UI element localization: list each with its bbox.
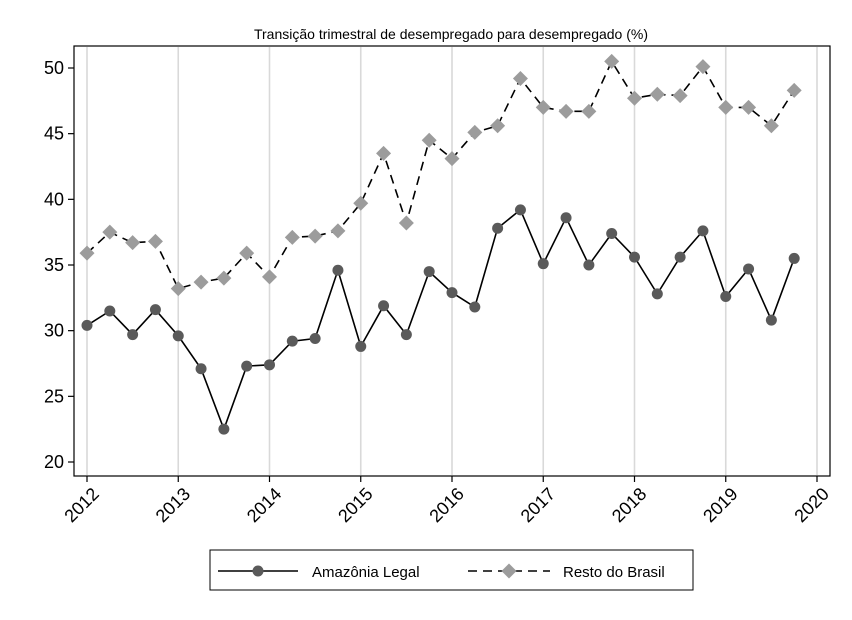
data-point bbox=[241, 360, 253, 372]
data-point bbox=[355, 340, 367, 352]
data-point bbox=[558, 103, 574, 119]
chart-title: Transição trimestral de desempregado par… bbox=[254, 26, 648, 42]
data-point bbox=[127, 329, 139, 341]
data-point bbox=[79, 245, 95, 261]
data-point bbox=[330, 223, 346, 239]
data-point bbox=[102, 224, 118, 240]
data-point bbox=[672, 88, 688, 104]
data-point bbox=[649, 86, 665, 102]
data-point bbox=[535, 99, 551, 115]
legend-label: Resto do Brasil bbox=[563, 564, 665, 581]
data-point bbox=[421, 132, 437, 148]
y-tick-label: 25 bbox=[44, 386, 64, 406]
series-amazonia-legal bbox=[81, 204, 800, 435]
data-point bbox=[467, 124, 483, 140]
grid-lines bbox=[86, 47, 818, 475]
data-point bbox=[512, 71, 528, 87]
data-point bbox=[788, 252, 800, 264]
y-tick-label: 20 bbox=[44, 452, 64, 472]
data-point bbox=[514, 204, 526, 216]
legend-label: Amazônia Legal bbox=[312, 564, 420, 581]
data-point bbox=[763, 118, 779, 134]
y-tick-label: 30 bbox=[44, 321, 64, 341]
data-point bbox=[284, 229, 300, 245]
series-layer bbox=[79, 53, 802, 435]
x-tick-label: 2016 bbox=[425, 484, 467, 526]
data-point bbox=[765, 314, 777, 326]
data-point bbox=[604, 53, 620, 69]
data-point bbox=[627, 90, 642, 106]
x-tick-label: 2014 bbox=[243, 484, 285, 526]
legend-marker bbox=[252, 565, 264, 577]
y-tick-label: 50 bbox=[44, 58, 64, 78]
data-point bbox=[400, 329, 412, 341]
data-point bbox=[262, 269, 277, 285]
data-point bbox=[490, 118, 506, 134]
data-point bbox=[376, 145, 392, 161]
data-point bbox=[743, 263, 755, 275]
data-point bbox=[581, 103, 597, 119]
data-point bbox=[378, 300, 390, 312]
data-point bbox=[309, 333, 321, 345]
data-point bbox=[398, 215, 414, 231]
data-point bbox=[718, 99, 734, 115]
data-point bbox=[81, 319, 93, 331]
y-tick-label: 35 bbox=[44, 255, 64, 275]
legend-marker bbox=[501, 563, 517, 579]
axes: 2012 2013 2014 2015 2016 2017 2018 2019 20202025… bbox=[44, 58, 833, 526]
data-point bbox=[149, 304, 161, 316]
x-tick-label: 2017 bbox=[517, 484, 559, 526]
data-point bbox=[104, 305, 116, 317]
x-tick-label: 2020 bbox=[790, 484, 832, 526]
legend-box bbox=[209, 549, 694, 591]
data-point bbox=[216, 270, 232, 286]
data-point bbox=[444, 151, 460, 167]
data-point bbox=[125, 235, 141, 251]
data-point bbox=[606, 227, 618, 239]
data-point bbox=[239, 245, 255, 261]
y-tick-label: 45 bbox=[44, 124, 64, 144]
legend-item-amazonia-legal: Amazônia Legal bbox=[218, 564, 420, 581]
data-point bbox=[195, 363, 207, 375]
data-point bbox=[193, 274, 209, 290]
legend-item-resto-do-brasil: Resto do Brasil bbox=[468, 563, 665, 581]
data-point bbox=[674, 251, 686, 263]
data-point bbox=[170, 281, 186, 297]
x-tick-label: 2013 bbox=[152, 484, 194, 526]
data-point bbox=[583, 259, 595, 271]
x-tick-label: 2015 bbox=[334, 484, 376, 526]
x-tick-label: 2018 bbox=[608, 484, 650, 526]
data-point bbox=[332, 264, 344, 276]
x-tick-label: 2012 bbox=[60, 484, 102, 526]
legend: Amazônia Legal Resto do Brasil bbox=[209, 549, 694, 591]
data-point bbox=[218, 423, 230, 435]
data-point bbox=[629, 251, 640, 263]
data-point bbox=[695, 59, 711, 75]
data-point bbox=[720, 291, 732, 303]
series-line bbox=[86, 208, 795, 432]
series-resto-do-brasil bbox=[79, 53, 802, 297]
data-point bbox=[697, 225, 709, 237]
data-point bbox=[264, 359, 275, 371]
data-point bbox=[537, 258, 549, 270]
data-point bbox=[786, 82, 802, 98]
data-point bbox=[353, 195, 369, 211]
series-line bbox=[86, 59, 795, 290]
x-tick-label: 2019 bbox=[699, 484, 741, 526]
data-point bbox=[446, 287, 458, 299]
data-point bbox=[469, 301, 481, 313]
data-point bbox=[492, 222, 504, 234]
data-point bbox=[147, 233, 163, 249]
data-point bbox=[423, 266, 435, 278]
data-point bbox=[307, 228, 323, 244]
y-tick-label: 40 bbox=[44, 189, 64, 209]
data-point bbox=[741, 99, 757, 115]
data-point bbox=[172, 330, 184, 342]
data-point bbox=[286, 335, 298, 347]
data-point bbox=[651, 288, 663, 300]
data-point bbox=[560, 212, 572, 224]
